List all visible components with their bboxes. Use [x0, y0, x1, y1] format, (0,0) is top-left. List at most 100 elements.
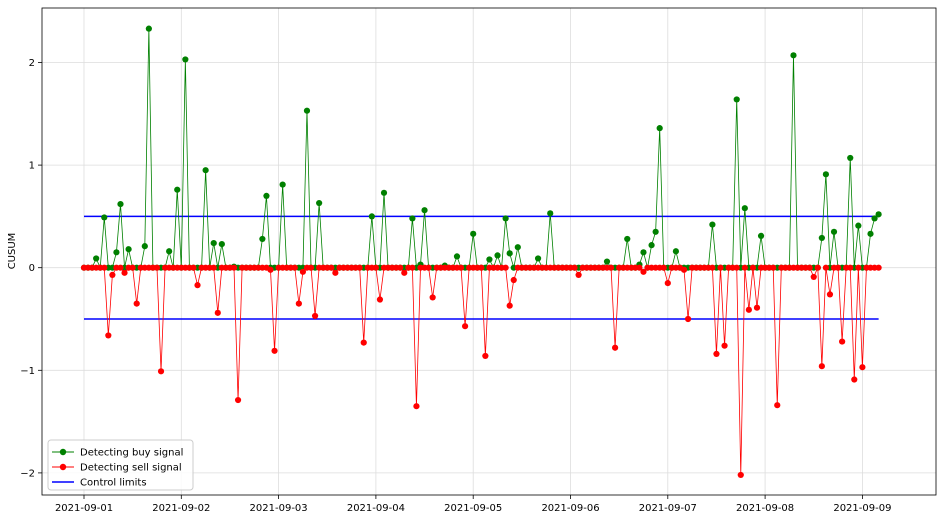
- buy-signal-point: [303, 107, 311, 114]
- sell-signal-point: [859, 364, 866, 371]
- sell-signal-point: [356, 264, 363, 271]
- sell-signal-point: [612, 344, 619, 351]
- y-tick-label: −1: [20, 366, 35, 377]
- sell-signal-point: [328, 264, 335, 271]
- buy-signal-point: [757, 232, 765, 239]
- sell-signal-point: [425, 264, 432, 271]
- buy-signal-point: [145, 25, 152, 32]
- buy-signal-point: [101, 214, 108, 221]
- buy-signal-point: [218, 241, 225, 248]
- sell-signal-point: [607, 264, 615, 271]
- sell-signal-point: [109, 271, 116, 278]
- sell-signal-point: [749, 264, 757, 271]
- sell-signal-point: [834, 264, 842, 271]
- buy-signal-point: [672, 248, 680, 255]
- buy-signal-point: [871, 215, 878, 222]
- sell-signal-point: [664, 279, 671, 287]
- sell-signal-point: [717, 264, 724, 271]
- sell-signal-point: [121, 269, 128, 276]
- sell-signal-point: [818, 363, 825, 370]
- sell-signal-point: [855, 264, 862, 271]
- buy-signal-point: [141, 243, 148, 250]
- sell-signal-point: [457, 264, 465, 271]
- buy-signal-point: [166, 248, 173, 255]
- buy-signal-point: [117, 200, 124, 208]
- sell-signal-point: [153, 264, 161, 271]
- sell-signal-point: [311, 312, 319, 320]
- y-axis-label: CUSUM: [7, 233, 18, 270]
- buy-signal-point: [421, 207, 428, 214]
- x-tick-label: 2021-09-02: [152, 503, 210, 514]
- buy-signal-point: [855, 222, 862, 229]
- buy-signal-point: [368, 213, 375, 220]
- sell-signal-point: [291, 264, 298, 271]
- sell-signal-point: [510, 276, 517, 284]
- x-tick-label: 2021-09-06: [541, 503, 599, 514]
- sell-signal-point: [267, 266, 274, 273]
- buy-signal-point: [603, 258, 611, 265]
- buy-signal-point: [867, 230, 874, 237]
- legend-box: [47, 439, 194, 491]
- sell-signal-point: [190, 264, 197, 271]
- sell-signal-point: [847, 264, 854, 271]
- sell-signal-point: [230, 264, 238, 271]
- buy-signal-point: [259, 235, 266, 243]
- x-tick-label: 2021-09-09: [833, 503, 891, 514]
- buy-signal-point: [547, 210, 554, 217]
- buy-signal-point: [210, 239, 217, 247]
- legend: Detecting buy signal Detecting sell sign…: [47, 439, 194, 491]
- sell-signal-point: [774, 402, 781, 409]
- sell-signal-point: [684, 315, 692, 323]
- sell-signal-point: [482, 352, 489, 360]
- buy-signal-point: [514, 244, 521, 251]
- buy-signal-point: [818, 234, 825, 242]
- sell-signal-point: [271, 347, 278, 354]
- sell-signal-point: [360, 339, 367, 346]
- x-tick-label: 2021-09-03: [250, 503, 308, 514]
- y-tick-label: 1: [29, 161, 35, 172]
- sell-signal-point: [214, 309, 221, 316]
- sell-signal-point: [117, 264, 124, 271]
- sell-signal-point: [680, 266, 688, 273]
- sell-signal-point: [295, 300, 302, 307]
- sell-signal-point: [376, 296, 384, 303]
- buy-signal-point: [263, 192, 270, 199]
- sell-signal-point: [397, 264, 404, 271]
- sell-signal-point: [133, 300, 140, 307]
- sell-signal-point: [733, 264, 740, 271]
- sell-signal-point: [101, 264, 108, 271]
- buy-signal-point: [506, 250, 513, 257]
- buy-signal-point: [790, 52, 797, 59]
- legend-buy-label: Detecting buy signal: [80, 448, 183, 459]
- legend-sell-marker: [59, 463, 67, 471]
- sell-signal-point: [575, 271, 582, 278]
- buy-signal-point: [486, 256, 493, 263]
- sell-signal-point: [745, 306, 752, 313]
- sell-signal-point: [721, 342, 728, 349]
- sell-signal-point: [413, 403, 420, 410]
- y-tick-label: 0: [29, 263, 35, 274]
- x-tick-label: 2021-09-04: [347, 503, 405, 514]
- buy-signal-point: [279, 181, 286, 188]
- buy-signal-point: [534, 255, 542, 262]
- buy-signal-point: [453, 253, 461, 260]
- sell-signal-point: [640, 268, 647, 275]
- sell-signal-point: [810, 273, 817, 281]
- buy-signal-point: [409, 215, 416, 222]
- buy-signal-point: [822, 171, 830, 178]
- buy-signal-point: [847, 154, 854, 162]
- buy-signal-point: [202, 167, 209, 174]
- buy-signal-point: [316, 199, 323, 207]
- sell-signal-point: [875, 264, 882, 271]
- control-limits: [84, 215, 879, 320]
- sell-signal-point: [826, 291, 834, 298]
- sell-signal-point: [660, 264, 667, 271]
- sell-signal-point: [713, 350, 720, 357]
- sell-signal-point: [851, 376, 858, 383]
- plot-frame: [41, 7, 937, 496]
- x-tick-label: 2021-09-07: [639, 503, 697, 514]
- buy-signal-point: [741, 205, 748, 212]
- sell-signal-point: [571, 264, 578, 271]
- sell-signal-point: [770, 264, 777, 271]
